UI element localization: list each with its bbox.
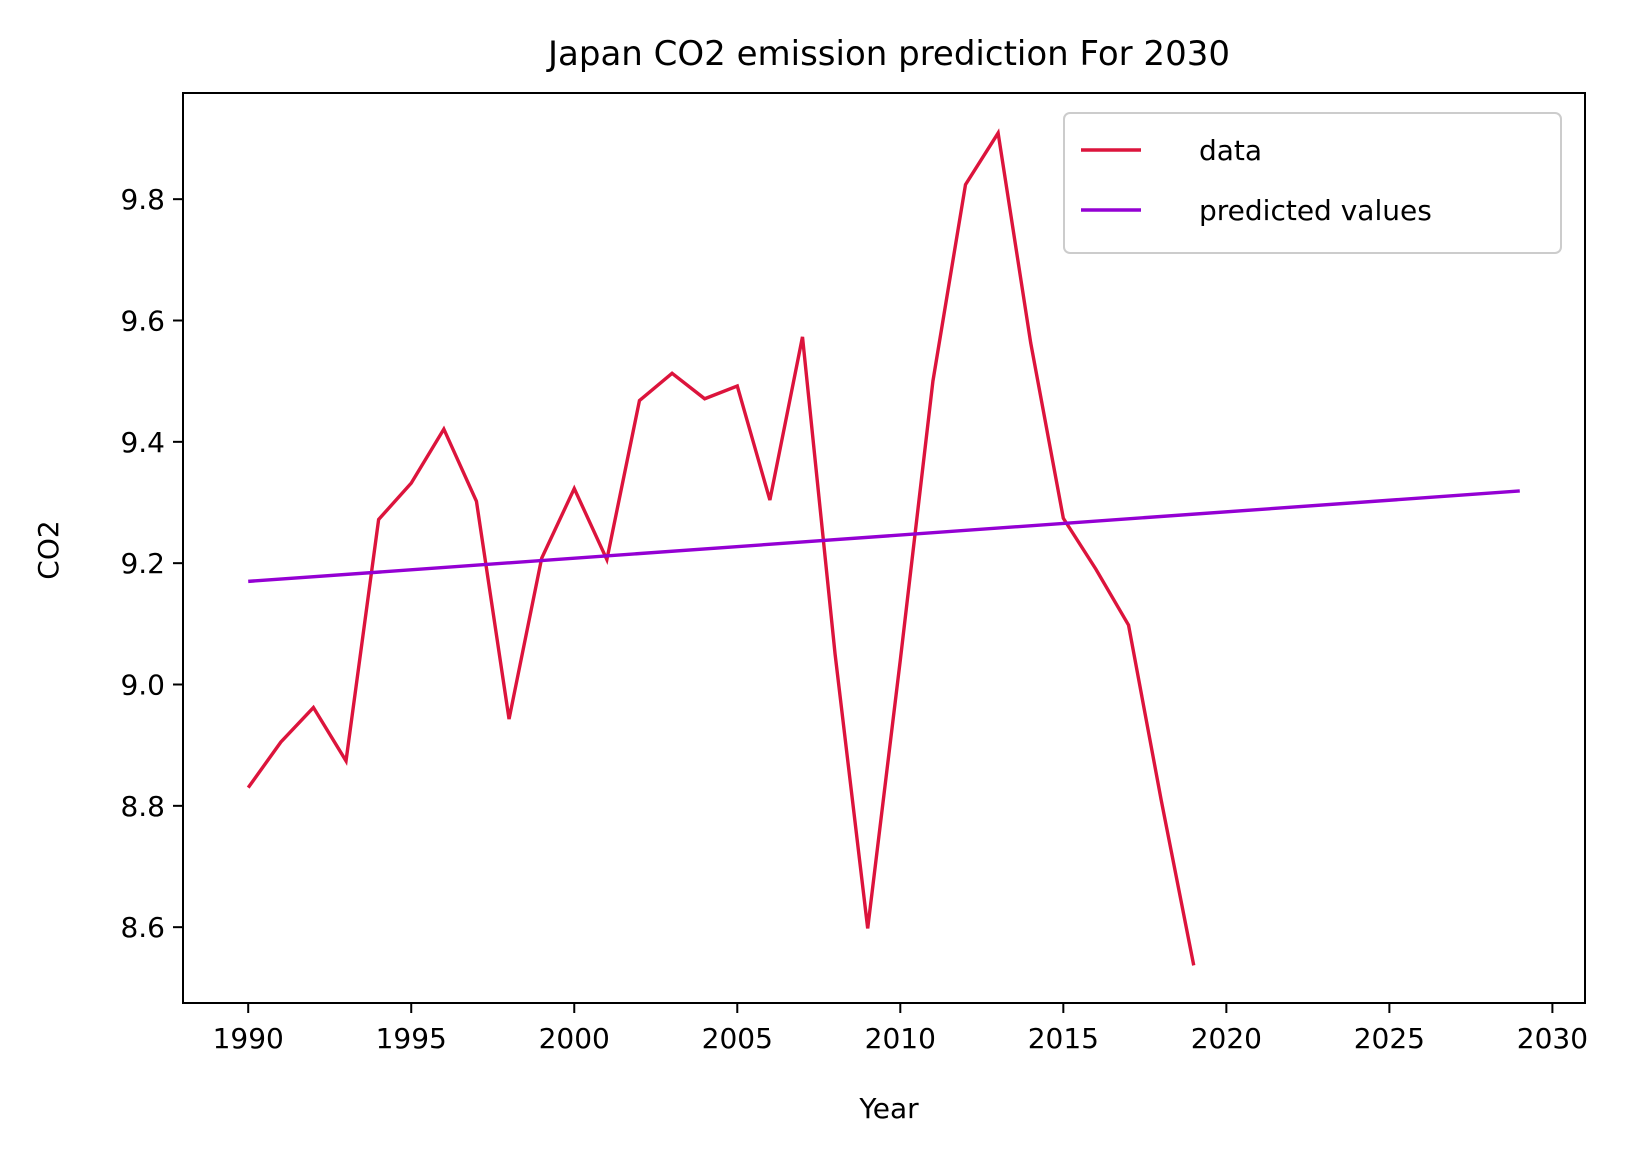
y-tick-label-9.6: 9.6 xyxy=(120,305,165,338)
x-tick-label-2005: 2005 xyxy=(702,1022,773,1055)
legend: data predicted values xyxy=(1063,112,1562,254)
y-tick-label-8.6: 8.6 xyxy=(120,911,165,944)
legend-label-1: predicted values xyxy=(1199,194,1432,227)
y-tick-label-9.8: 9.8 xyxy=(120,183,165,216)
y-tick-label-8.8: 8.8 xyxy=(120,790,165,823)
x-axis: 1990 1995 2000 2005 2010 2015 2020 2025 2030 xyxy=(213,1003,1588,1055)
plot-area xyxy=(182,92,1586,1004)
legend-label-0: data xyxy=(1199,134,1262,167)
series-line-0 xyxy=(246,128,1196,966)
x-tick-label-2000: 2000 xyxy=(539,1022,610,1055)
x-tick-label-1995: 1995 xyxy=(376,1022,447,1055)
series-layer xyxy=(246,128,1520,966)
x-axis-label: Year xyxy=(858,1092,919,1125)
x-tick-label-2015: 2015 xyxy=(1028,1022,1099,1055)
x-tick-label-2010: 2010 xyxy=(865,1022,936,1055)
chart-title: Japan CO2 emission prediction For 2030 xyxy=(546,34,1230,74)
series-line-1 xyxy=(248,489,1520,584)
x-tick-label-1990: 1990 xyxy=(213,1022,284,1055)
y-tick-label-9.0: 9.0 xyxy=(120,669,165,702)
y-tick-label-9.4: 9.4 xyxy=(120,426,165,459)
x-tick-label-2030: 2030 xyxy=(1517,1022,1588,1055)
y-axis: 8.6 8.8 9.0 9.2 9.4 9.6 9.8 xyxy=(120,183,183,944)
y-axis-label: CO2 xyxy=(32,520,65,579)
x-tick-label-2020: 2020 xyxy=(1191,1022,1262,1055)
y-tick-label-9.2: 9.2 xyxy=(120,547,165,580)
legend-box xyxy=(1063,112,1562,254)
x-tick-label-2025: 2025 xyxy=(1354,1022,1425,1055)
plot-frame xyxy=(182,92,1586,1004)
